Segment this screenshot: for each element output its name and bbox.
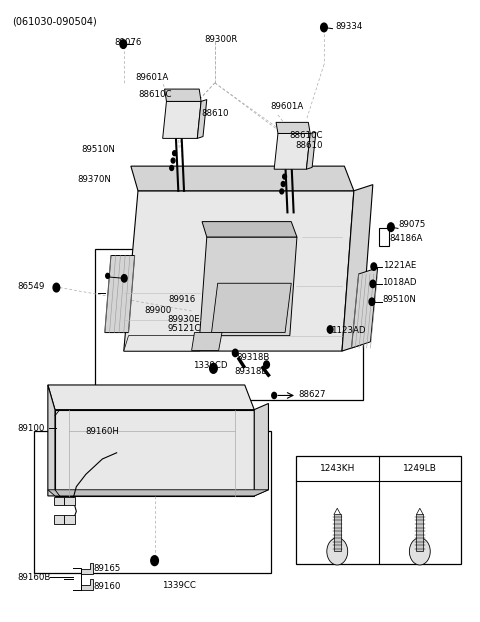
Text: 89075: 89075	[398, 220, 425, 229]
Polygon shape	[124, 336, 207, 351]
Text: 1018AD: 1018AD	[383, 277, 417, 287]
Text: 89318B: 89318B	[234, 367, 268, 376]
Text: 86549: 86549	[17, 282, 44, 291]
Text: 1339CD: 1339CD	[192, 361, 227, 369]
Bar	[34, 431, 271, 573]
Circle shape	[53, 283, 60, 292]
Text: 89300R: 89300R	[204, 35, 238, 44]
Bar	[334, 514, 341, 552]
Polygon shape	[81, 578, 93, 590]
Text: 89930E: 89930E	[168, 315, 200, 323]
Text: 89100: 89100	[17, 424, 44, 433]
Polygon shape	[124, 191, 354, 351]
Circle shape	[272, 392, 276, 399]
Circle shape	[327, 326, 333, 333]
Circle shape	[283, 174, 287, 179]
Text: 1243KH: 1243KH	[320, 463, 355, 473]
Polygon shape	[274, 134, 310, 169]
Bar	[417, 514, 423, 552]
Polygon shape	[306, 132, 316, 169]
Text: 88610: 88610	[201, 109, 228, 118]
Text: 1339CC: 1339CC	[162, 581, 195, 590]
Text: 89601A: 89601A	[136, 73, 169, 83]
Circle shape	[121, 275, 127, 282]
Text: 88610C: 88610C	[290, 131, 324, 141]
Polygon shape	[197, 100, 207, 139]
Polygon shape	[351, 268, 378, 348]
Circle shape	[387, 223, 394, 231]
Circle shape	[369, 298, 375, 305]
Circle shape	[409, 538, 430, 565]
Polygon shape	[55, 410, 254, 496]
Polygon shape	[105, 256, 135, 333]
Circle shape	[171, 158, 175, 163]
Polygon shape	[163, 101, 201, 139]
Bar	[96, 249, 363, 401]
Circle shape	[173, 151, 177, 156]
Text: 88627: 88627	[298, 390, 325, 399]
Text: 84186A: 84186A	[389, 234, 422, 243]
Text: 89165: 89165	[94, 564, 121, 573]
Text: 88610C: 88610C	[138, 90, 171, 98]
Polygon shape	[48, 385, 55, 496]
Circle shape	[371, 263, 377, 271]
Bar	[54, 515, 63, 524]
Text: 89601A: 89601A	[270, 102, 304, 111]
Polygon shape	[254, 404, 268, 496]
Polygon shape	[48, 490, 268, 496]
Text: 95121C: 95121C	[168, 324, 201, 333]
Text: 89370N: 89370N	[78, 175, 112, 183]
Polygon shape	[81, 562, 93, 573]
Circle shape	[281, 182, 285, 187]
Text: 89160H: 89160H	[86, 427, 120, 435]
Circle shape	[327, 538, 348, 565]
Text: 89900: 89900	[144, 307, 171, 315]
Text: 89076: 89076	[114, 39, 142, 47]
Polygon shape	[342, 185, 373, 351]
Text: (061030-090504): (061030-090504)	[12, 16, 97, 26]
Bar	[296, 456, 461, 564]
Text: 89318B: 89318B	[236, 353, 270, 363]
Text: 88610: 88610	[296, 141, 323, 151]
Bar	[64, 496, 75, 505]
Circle shape	[170, 165, 174, 170]
Text: 89334: 89334	[335, 22, 362, 30]
Text: 1221AE: 1221AE	[384, 261, 417, 270]
Text: 1123AD: 1123AD	[331, 326, 366, 335]
Polygon shape	[192, 333, 222, 350]
Polygon shape	[212, 283, 291, 333]
Text: 89160B: 89160B	[17, 573, 50, 582]
Circle shape	[106, 274, 109, 278]
Polygon shape	[200, 237, 297, 336]
Circle shape	[321, 23, 327, 32]
Circle shape	[120, 40, 127, 49]
Text: 89510N: 89510N	[81, 145, 115, 154]
Polygon shape	[202, 221, 297, 237]
Bar	[379, 228, 389, 246]
Circle shape	[264, 361, 269, 368]
Polygon shape	[165, 89, 201, 101]
Circle shape	[210, 363, 217, 373]
Text: 89916: 89916	[169, 295, 196, 304]
Polygon shape	[276, 123, 310, 134]
Circle shape	[232, 349, 238, 356]
Circle shape	[280, 189, 284, 194]
Text: 1249LB: 1249LB	[403, 463, 437, 473]
Bar	[64, 515, 75, 524]
Circle shape	[151, 555, 158, 565]
Polygon shape	[131, 166, 354, 191]
Bar	[54, 496, 63, 505]
Text: 89510N: 89510N	[383, 295, 416, 304]
Circle shape	[370, 280, 376, 287]
Polygon shape	[48, 385, 254, 410]
Text: 89160: 89160	[94, 582, 121, 591]
